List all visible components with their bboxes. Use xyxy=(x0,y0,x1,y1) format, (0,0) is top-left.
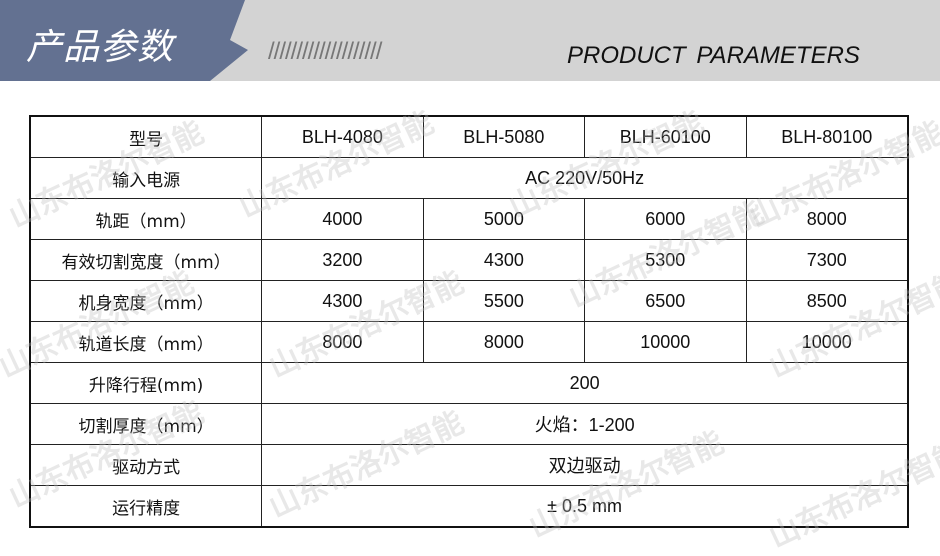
row-label: 运行精度 xyxy=(29,485,263,528)
row-value: 6500 xyxy=(584,280,747,322)
row-value: 5300 xyxy=(584,239,747,281)
row-value: 4300 xyxy=(422,239,586,281)
model-cell: BLH-80100 xyxy=(745,115,909,158)
row-value: 4000 xyxy=(261,198,424,240)
row-value: 200 xyxy=(261,362,909,404)
model-cell: BLH-60100 xyxy=(584,115,747,158)
row-label: 升降行程(mm) xyxy=(29,362,263,404)
row-value: 6000 xyxy=(584,198,747,240)
parameters-table: 型号 BLH-4080 BLH-5080 BLH-60100 BLH-80100… xyxy=(29,115,909,528)
row-value: 7300 xyxy=(745,239,909,281)
row-value: AC 220V/50Hz xyxy=(261,157,909,199)
row-value: 8500 xyxy=(745,280,909,322)
table-row: 驱动方式 双边驱动 xyxy=(29,444,909,486)
page-title: 产品参数 xyxy=(26,27,175,68)
table-row: 轨距（mm） 4000 5000 6000 8000 xyxy=(29,198,909,240)
row-value: 10000 xyxy=(584,321,747,363)
row-label: 驱动方式 xyxy=(29,444,263,486)
row-value: 火焰：1-200 xyxy=(261,403,909,445)
row-label: 有效切割宽度（mm） xyxy=(29,239,263,281)
row-value: 10000 xyxy=(745,321,909,363)
table-row: 运行精度 ± 0.5 mm xyxy=(29,485,909,528)
row-label: 轨距（mm） xyxy=(29,198,263,240)
header-banner: 产品参数 //////////////////// PRODUCT PARAME… xyxy=(0,0,940,81)
row-value: 8000 xyxy=(422,321,586,363)
row-value: 4300 xyxy=(261,280,424,322)
title-tab xyxy=(0,0,248,81)
row-label: 机身宽度（mm） xyxy=(29,280,263,322)
row-label: 切割厚度（mm） xyxy=(29,403,263,445)
model-cell: BLH-4080 xyxy=(261,115,424,158)
row-value: 3200 xyxy=(261,239,424,281)
row-value: 5000 xyxy=(422,198,586,240)
row-value: 8000 xyxy=(745,198,909,240)
row-value: 5500 xyxy=(422,280,586,322)
row-label: 轨道长度（mm） xyxy=(29,321,263,363)
row-value: ± 0.5 mm xyxy=(261,485,909,528)
table-row: 机身宽度（mm） 4300 5500 6500 8500 xyxy=(29,280,909,322)
table-row: 有效切割宽度（mm） 3200 4300 5300 7300 xyxy=(29,239,909,281)
row-value: 8000 xyxy=(261,321,424,363)
model-cell: BLH-5080 xyxy=(422,115,586,158)
header-label: 型号 xyxy=(29,115,263,158)
table-row: 输入电源 AC 220V/50Hz xyxy=(29,157,909,199)
page-subtitle: PRODUCT PARAMETERS xyxy=(567,42,860,69)
row-label: 输入电源 xyxy=(29,157,263,199)
decorative-slashes: //////////////////// xyxy=(268,38,382,65)
table-row: 切割厚度（mm） 火焰：1-200 xyxy=(29,403,909,445)
table-row: 轨道长度（mm） 8000 8000 10000 10000 xyxy=(29,321,909,363)
table-header-row: 型号 BLH-4080 BLH-5080 BLH-60100 BLH-80100 xyxy=(29,115,909,158)
table-row: 升降行程(mm) 200 xyxy=(29,362,909,404)
row-value: 双边驱动 xyxy=(261,444,909,486)
